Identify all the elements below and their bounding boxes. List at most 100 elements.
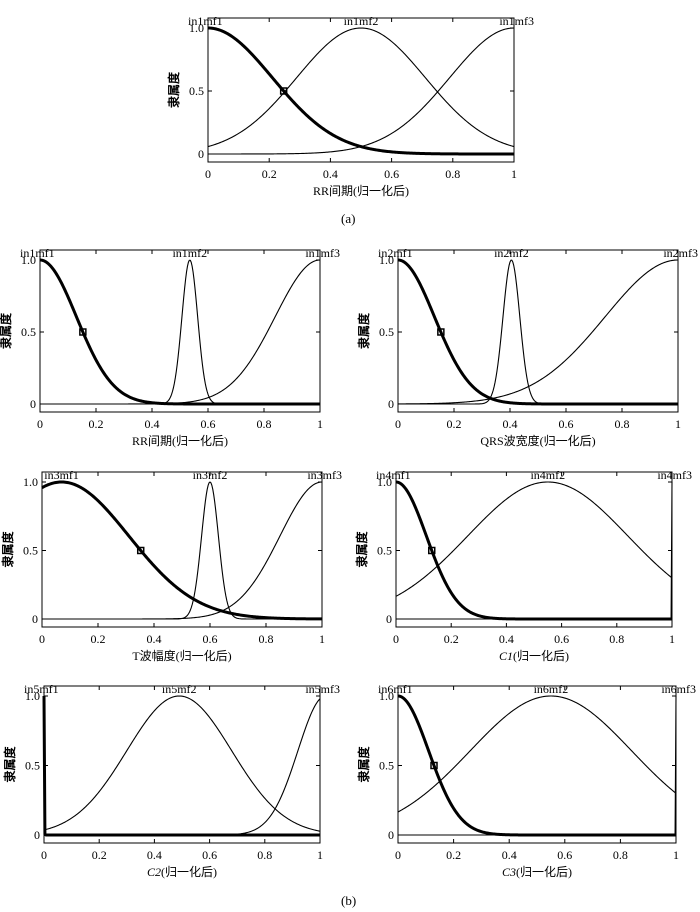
series-label-in1mf1: in1mf1 [20,246,55,260]
series-line-in4mf3 [396,481,673,620]
selected-point-marker [136,546,145,555]
series-label-in2mf2: in2mf2 [494,246,529,260]
x-tick-label: 0.6 [559,417,574,431]
x-axis-label: RR间期(归一化后) [313,184,409,198]
plot-frame [395,471,673,628]
x-tick-label: 1 [673,848,679,862]
series-label-in1mf2: in1mf2 [172,246,207,260]
caption-b: (b) [341,893,357,908]
y-tick-label: 0.5 [377,544,392,558]
series-label-in3mf2: in3mf2 [193,468,228,482]
x-tick-label: 0.6 [203,632,218,646]
chart-b4: 0 0.2 0.4 0.6 0.8 1 0 0.5 1.0 隶属度 C1(归一化后) in4mf1 in… [354,468,692,663]
x-tick-label: 0.4 [502,848,517,862]
series-line-in1mf1 [39,258,321,406]
selected-point-marker [427,546,436,555]
x-tick-label: 0.2 [91,632,106,646]
series-line-in1mf3 [40,259,321,405]
x-tick-label: 0.6 [384,167,399,181]
x-axis-label: QRS波宽度(归一化后) [480,433,595,448]
series-label-in6mf3: in6mf3 [661,682,696,696]
x-tick-label: 0.2 [92,848,107,862]
plot-frame [43,685,321,844]
x-tick-label: 1 [317,848,323,862]
plot-frame [397,685,677,844]
y-axis-label: 隶属度 [354,531,369,568]
x-tick-label: 0.4 [503,417,518,431]
series-label-in1mf3: in1mf3 [305,246,340,260]
x-tick-label: 1 [317,417,323,431]
y-tick-label: 1.0 [377,475,392,489]
series-label-in2mf1: in2mf1 [378,246,413,260]
series-label-in5mf2: in5mf2 [162,682,197,696]
x-tick-label: 1 [669,632,675,646]
y-tick-label: 0.5 [379,759,394,773]
series-line-in2mf2 [398,259,678,405]
plot-frame [397,249,679,413]
series-line-in6mf2 [397,695,677,813]
x-tick-label: 0.4 [145,417,160,431]
x-tick-label: 0 [395,848,401,862]
x-tick-label: 0.8 [259,632,274,646]
y-tick-label: 0 [30,397,36,411]
chart-b6: 0 0.2 0.4 0.6 0.8 1 0 0.5 1.0 隶属度 C3(归一化后) in6mf1 in… [356,682,696,879]
series-label-in4mf2: in4mf2 [530,468,565,482]
x-axis-label: C2(归一化后) [147,865,217,879]
plot-frame [39,249,321,413]
y-tick-label: 0 [388,397,394,411]
y-axis-label: 隶属度 [166,71,181,108]
caption-a: (a) [341,211,356,226]
x-tick-label: 0.8 [615,417,630,431]
x-tick-label: 0.2 [446,848,461,862]
x-tick-label: 0 [205,167,211,181]
selected-point-marker [279,87,288,95]
series-label-in1mf1: in1mf1 [188,14,223,28]
series-line-in1mf1 [207,26,515,156]
x-tick-label: 0 [395,417,401,431]
x-tick-label: 0.2 [89,417,104,431]
x-axis-label: RR间期(归一化后) [132,434,228,448]
x-tick-label: 1 [319,632,325,646]
x-tick-label: 0.8 [445,167,460,181]
x-tick-label: 0.4 [147,848,162,862]
chart-b5: 0 0.2 0.4 0.6 0.8 1 0 0.5 1.0 隶属度 C2(归一化后) in5mf1 in… [2,682,340,879]
series-line-in3mf1 [41,480,323,621]
x-axis-label: C1(归一化后) [499,649,569,663]
series-label-in6mf2: in6mf2 [534,682,569,696]
series-label-in5mf1: in5mf1 [24,682,59,696]
x-tick-label: 0 [37,417,43,431]
series-label-in3mf3: in3mf3 [307,468,342,482]
series-line-in5mf3 [44,698,321,836]
series-label-in4mf1: in4mf1 [376,468,411,482]
x-tick-label: 0 [41,848,47,862]
series-line-in4mf2 [395,481,673,597]
chart-b1: 0 0.2 0.4 0.6 0.8 1 0 0.5 1.0 隶属度 RR间期(归一化后) in1mf1… [0,246,340,448]
series-label-in1mf3: in1mf3 [499,14,534,28]
x-tick-label: 0 [393,632,399,646]
x-tick-label: 0.8 [609,632,624,646]
plot-frame [207,17,515,163]
chart-b2: 0 0.2 0.4 0.6 0.8 1 0 0.5 1.0 隶属度 QRS波宽度(归一化后) in2m… [356,246,698,448]
y-tick-label: 1.0 [25,689,40,703]
y-axis-label: 隶属度 [0,531,15,568]
y-tick-label: 0.5 [23,544,38,558]
y-tick-label: 0 [32,612,38,626]
x-tick-label: 0.4 [323,167,338,181]
x-axis-label: C3(归一化后) [502,865,572,879]
series-line-in5mf2 [43,695,321,832]
series-label-in4mf3: in4mf3 [657,468,692,482]
series-line-in5mf1 [42,695,321,837]
x-tick-label: 0.6 [557,848,572,862]
y-tick-label: 0.5 [25,759,40,773]
series-line-in4mf1 [395,480,673,621]
plot-frame [41,471,323,628]
y-axis-label: 隶属度 [2,746,17,783]
y-tick-label: 0 [386,612,392,626]
x-tick-label: 0.6 [554,632,569,646]
x-tick-label: 0.4 [499,632,514,646]
x-tick-label: 0.6 [201,417,216,431]
series-label-in5mf3: in5mf3 [305,682,340,696]
series-line-in1mf2 [207,27,515,148]
x-tick-label: 0.8 [257,417,272,431]
x-tick-label: 0.2 [444,632,459,646]
